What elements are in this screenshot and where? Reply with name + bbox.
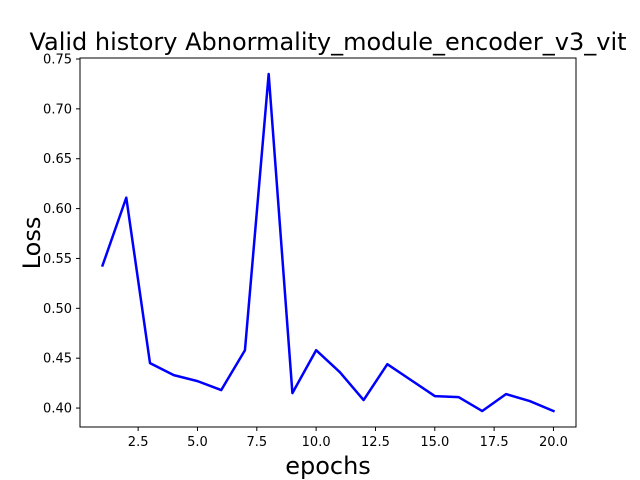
y-axis-label: Loss [18, 217, 46, 270]
y-tick-label: 0.65 [43, 152, 72, 167]
chart-title: Valid history Abnormality_module_encoder… [29, 28, 626, 56]
x-tick-label: 12.5 [361, 435, 390, 450]
y-tick-label: 0.40 [43, 402, 72, 417]
plot-area: 2.5 5.0 7.5 10.0 12.5 15.0 17.5 20.0 0.40 0.45 0.5… [43, 52, 577, 450]
x-axis-label: epochs [285, 452, 371, 480]
x-tick-label: 5.0 [187, 435, 208, 450]
y-tick-label: 0.70 [43, 102, 72, 117]
y-tick-label: 0.50 [43, 302, 72, 317]
x-tick-label: 20.0 [539, 435, 568, 450]
y-tick-label: 0.45 [43, 352, 72, 367]
y-tick-label: 0.55 [43, 252, 72, 267]
y-tick-label: 0.60 [43, 202, 72, 217]
x-tick-label: 2.5 [128, 435, 149, 450]
x-tick-label: 7.5 [246, 435, 267, 450]
y-tick-label: 0.75 [43, 52, 72, 67]
plot-frame [79, 57, 577, 428]
x-tick-label: 17.5 [480, 435, 509, 450]
x-tick-label: 15.0 [420, 435, 449, 450]
x-tick-label: 10.0 [302, 435, 331, 450]
series-line-0 [100, 72, 556, 413]
